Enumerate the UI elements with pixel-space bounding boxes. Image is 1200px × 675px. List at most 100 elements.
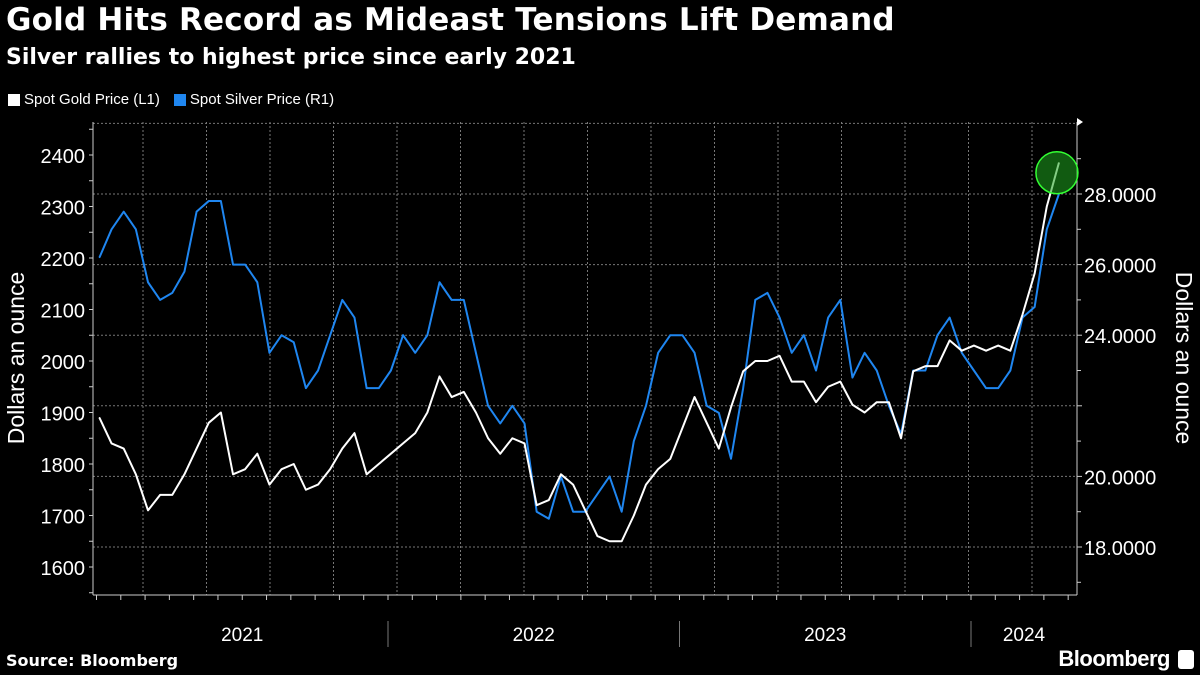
silver-data-point — [463, 299, 465, 301]
gold-data-point — [317, 484, 319, 486]
silver-data-point — [147, 281, 149, 283]
silver-data-point — [183, 271, 186, 273]
silver-data-point — [778, 316, 781, 319]
silver-data-point — [572, 511, 574, 513]
bloomberg-logo-icon — [1178, 650, 1194, 669]
gold-data-point — [572, 484, 574, 486]
gold-data-point — [560, 473, 562, 475]
right-axis-tick-label: 24.0000 — [1084, 326, 1156, 348]
silver-data-point — [633, 440, 635, 442]
gold-data-point — [730, 406, 732, 408]
silver-data-point — [548, 518, 550, 520]
gold-data-point — [195, 447, 198, 450]
silver-data-point — [475, 352, 477, 354]
silver-data-point — [766, 292, 769, 294]
gold-data-point — [864, 411, 866, 414]
gold-data-point — [232, 473, 234, 475]
silver-data-point — [693, 352, 696, 354]
silver-data-point — [815, 369, 817, 372]
gold-data-point — [912, 370, 914, 372]
gold-data-point — [851, 404, 854, 406]
silver-data-point — [390, 369, 392, 372]
gold-data-point — [645, 484, 647, 486]
silver-data-point — [438, 281, 441, 283]
gold-data-point — [718, 447, 720, 450]
silver-data-point — [973, 369, 975, 372]
gold-data-point — [135, 473, 137, 475]
gold-data-point — [949, 339, 951, 341]
gold-data-point — [608, 540, 611, 542]
gold-data-point — [171, 494, 173, 496]
gold-data-point — [936, 365, 939, 367]
gold-data-point — [183, 473, 186, 475]
gold-data-point — [511, 437, 513, 439]
silver-data-point — [839, 299, 841, 301]
chart-subtitle: Silver rallies to highest price since ea… — [6, 45, 576, 70]
silver-data-point — [98, 256, 101, 259]
silver-data-point — [608, 475, 611, 477]
silver-data-point — [681, 334, 684, 336]
gold-data-point — [208, 422, 210, 424]
silver-data-point — [645, 405, 647, 407]
silver-data-point — [171, 292, 173, 294]
gold-data-point — [706, 422, 708, 424]
silver-data-point — [596, 493, 598, 495]
right-axis-arrow-icon — [1077, 118, 1083, 126]
gold-data-point — [159, 494, 161, 496]
gold-data-point — [341, 447, 343, 450]
gold-data-point — [961, 350, 963, 352]
gold-data-point — [475, 411, 477, 414]
silver-data-point — [924, 369, 926, 372]
silver-data-point — [110, 228, 113, 230]
gold-data-point — [305, 489, 307, 491]
right-axis-tick-label: 28.0000 — [1084, 185, 1156, 207]
gold-data-point — [815, 401, 817, 403]
gold-data-point — [536, 504, 538, 506]
silver-data-point — [864, 352, 866, 354]
gold-data-point — [803, 381, 805, 383]
right-axis-tick-label: 20.0000 — [1084, 467, 1156, 489]
gold-data-point — [657, 468, 659, 470]
record-highlight-circle — [1035, 150, 1079, 195]
silver-data-point — [876, 369, 878, 372]
silver-data-point — [366, 387, 368, 389]
gold-data-point — [426, 411, 428, 414]
x-axis-year-label: 2021 — [221, 625, 263, 646]
x-axis-year-label: 2023 — [804, 625, 846, 646]
gold-data-point — [123, 447, 125, 450]
silver-data-point — [268, 352, 271, 354]
gold-data-point — [621, 540, 623, 542]
silver-data-point — [341, 299, 343, 301]
gold-data-point — [997, 344, 999, 347]
silver-data-point — [949, 316, 951, 319]
silver-data-point — [281, 334, 283, 336]
silver-data-point — [1034, 306, 1036, 308]
silver-data-point — [621, 511, 623, 513]
silver-data-point — [511, 405, 513, 407]
silver-data-point — [706, 405, 708, 407]
silver-data-point — [135, 228, 137, 230]
gold-data-point — [329, 468, 331, 470]
silver-data-point — [1046, 228, 1048, 230]
source-note: Source: Bloomberg — [6, 651, 179, 670]
silver-data-point — [208, 200, 210, 202]
left-axis-title: Dollars an ounce — [3, 272, 29, 445]
gold-data-point — [366, 473, 368, 475]
gold-data-point — [633, 514, 635, 517]
silver-data-point — [499, 422, 501, 425]
gold-data-point — [584, 509, 586, 511]
gold-data-point — [98, 417, 101, 419]
gold-data-point — [451, 396, 453, 398]
gold-data-point — [499, 453, 501, 455]
silver-data-point — [159, 299, 161, 301]
legend-item-silver: Spot Silver Price (R1) — [173, 91, 334, 108]
silver-data-point — [827, 316, 829, 319]
silver-data-point — [402, 334, 404, 336]
gold-data-point — [1034, 272, 1036, 275]
legend: Spot Gold Price (L1) Spot Silver Price (… — [8, 91, 334, 108]
gold-data-point — [669, 458, 671, 460]
silver-data-point — [657, 352, 659, 354]
silver-data-point — [730, 458, 732, 460]
gold-data-point — [438, 375, 441, 378]
silver-data-point — [426, 334, 428, 336]
